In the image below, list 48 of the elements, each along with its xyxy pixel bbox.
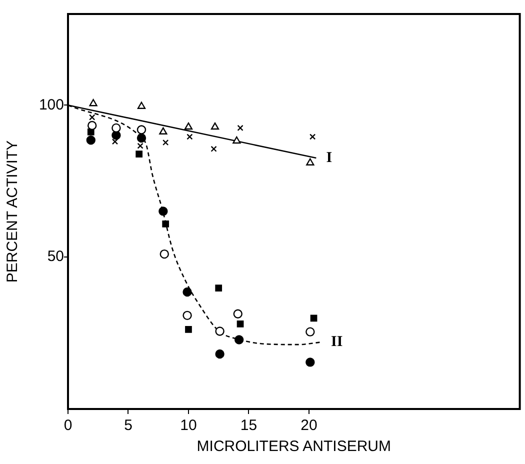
point <box>89 114 96 120</box>
point <box>162 220 170 228</box>
point <box>182 310 192 320</box>
point <box>182 287 192 297</box>
point <box>236 320 244 328</box>
series-label: II <box>331 334 343 350</box>
point <box>310 134 316 140</box>
point <box>210 146 217 152</box>
point <box>136 125 146 134</box>
x-tick-label: 20 <box>300 417 318 434</box>
x-tick-label: 5 <box>124 417 132 434</box>
point <box>162 139 169 146</box>
point <box>89 99 98 106</box>
point <box>159 127 168 134</box>
point <box>137 142 144 149</box>
point <box>215 284 222 292</box>
point <box>310 314 318 322</box>
point <box>233 309 242 318</box>
point <box>306 327 315 336</box>
x-tick-label: 0 <box>64 417 72 434</box>
point <box>112 138 118 145</box>
point <box>87 120 97 130</box>
point <box>306 158 314 166</box>
point <box>237 124 244 132</box>
point <box>136 133 146 143</box>
point <box>184 122 193 130</box>
point <box>306 358 315 367</box>
y-tick-label: 100 <box>38 96 64 114</box>
point <box>185 326 192 333</box>
point <box>87 128 94 136</box>
point <box>136 150 143 158</box>
x-tick-label: 15 <box>240 417 258 434</box>
point <box>158 206 168 216</box>
point <box>86 135 96 145</box>
point <box>112 123 121 133</box>
y-tick-label: 50 <box>47 248 64 266</box>
point <box>234 335 244 344</box>
point <box>137 102 146 109</box>
point <box>232 136 241 144</box>
point <box>210 122 220 130</box>
point <box>215 349 224 359</box>
point <box>160 249 169 259</box>
point <box>215 326 224 336</box>
x-axis-title: MICROLITERS ANTISERUM <box>196 438 391 456</box>
x-tick-label: 10 <box>180 417 197 434</box>
y-axis-title: PERCENT ACTIVITY <box>4 140 22 283</box>
point <box>186 134 193 140</box>
series-label: I <box>326 150 332 166</box>
